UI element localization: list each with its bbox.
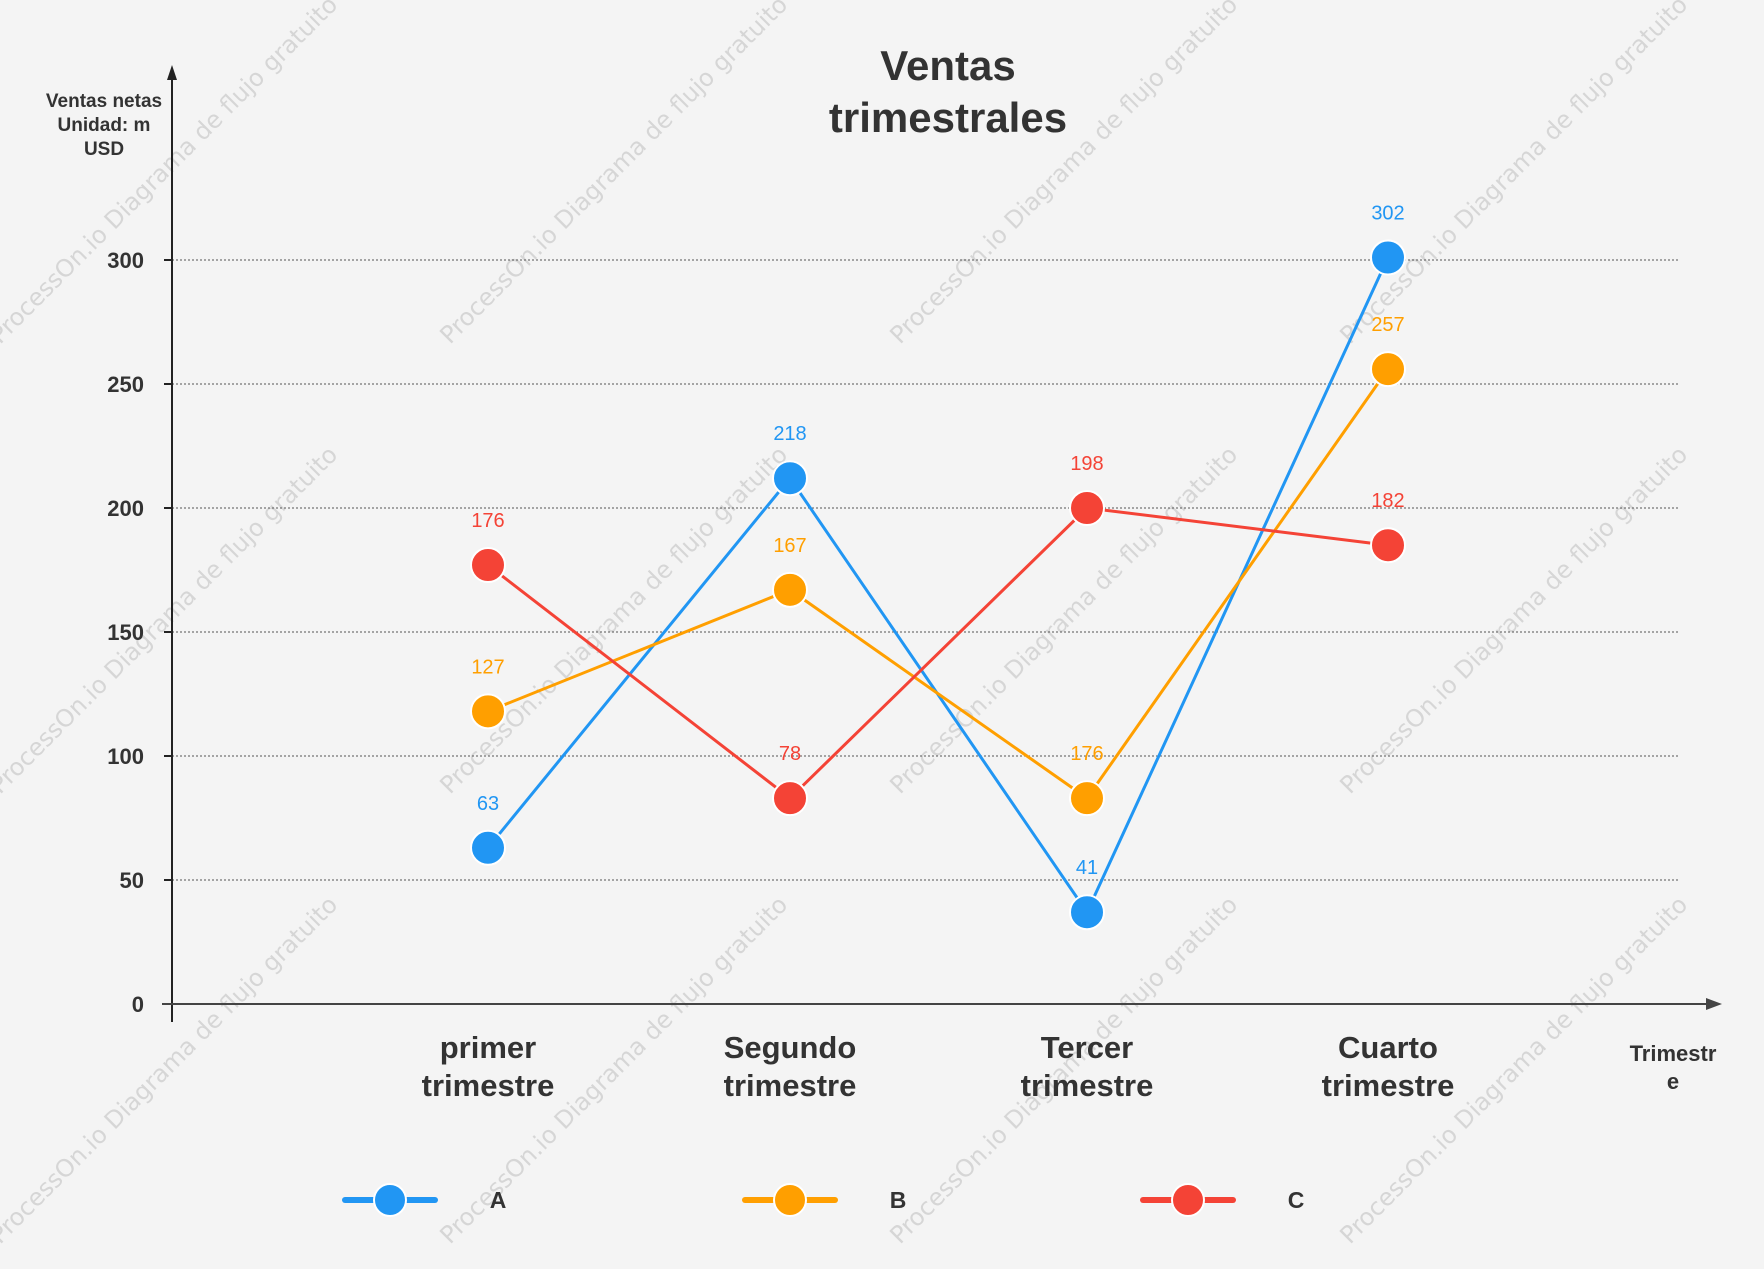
x-category-label: trimestre — [422, 1068, 555, 1103]
data-label: 302 — [1371, 203, 1404, 225]
data-point — [772, 571, 808, 608]
legend-label: A — [490, 1187, 507, 1213]
x-category-label: Tercer — [1041, 1030, 1134, 1065]
series-B — [487, 368, 1390, 801]
legend-marker-icon — [1171, 1183, 1205, 1217]
data-label: 127 — [471, 656, 504, 678]
chart-title-line-1: Ventas — [880, 42, 1015, 89]
series-line — [487, 506, 1389, 801]
data-label: 41 — [1076, 857, 1098, 879]
data-label: 176 — [1070, 743, 1103, 765]
x-category-label: primer — [440, 1030, 536, 1065]
data-label: 218 — [773, 423, 806, 445]
watermark-text: ProcessOn.io Diagrama de flujo gratuito — [434, 441, 793, 800]
data-point — [1069, 894, 1105, 931]
gridlines — [172, 259, 1680, 881]
series-A-markers: 63 218 41 302 — [470, 203, 1406, 931]
data-point — [470, 693, 506, 730]
data-label: 167 — [773, 535, 806, 557]
data-point — [1370, 527, 1406, 564]
watermark-text: ProcessOn.io Diagrama de flujo gratuito — [884, 441, 1243, 800]
y-axis-label-line-3: USD — [84, 139, 124, 160]
data-point — [772, 780, 808, 817]
data-label: 257 — [1371, 314, 1404, 336]
legend-item-A: A — [342, 1183, 507, 1217]
y-tick-label: 50 — [120, 868, 144, 893]
chart-title-line-2: trimestrales — [829, 94, 1067, 141]
y-tick-label: 200 — [107, 496, 144, 521]
y-tick-label: 0 — [132, 992, 144, 1017]
series-line — [486, 256, 1390, 916]
x-category-label: Segundo — [724, 1030, 857, 1065]
x-category-label: trimestre — [1021, 1068, 1154, 1103]
y-tick-label: 100 — [107, 744, 144, 769]
x-category-label: trimestre — [724, 1068, 857, 1103]
y-tick-label: 250 — [107, 372, 144, 397]
data-point — [1370, 351, 1406, 388]
legend-marker-icon — [373, 1183, 407, 1217]
data-label: 182 — [1371, 490, 1404, 512]
data-point — [1069, 490, 1105, 526]
x-axis-arrow-icon — [1706, 998, 1722, 1010]
watermark-text: ProcessOn.io Diagrama de flujo gratuito — [434, 0, 793, 349]
legend: A B C — [342, 1183, 1305, 1217]
x-axis-label-line-2: e — [1667, 1069, 1679, 1094]
data-point — [1069, 780, 1105, 817]
legend-item-B: B — [742, 1183, 907, 1217]
x-category-label: Cuarto — [1338, 1030, 1438, 1065]
data-point — [772, 460, 808, 497]
y-axis-label-line-1: Ventas netas — [46, 91, 162, 112]
series-C-markers: 176 78 198 182 — [470, 453, 1406, 817]
series-layer: 63 218 41 302 127 167 176 257 176 78 198 182 — [470, 203, 1406, 931]
series-B-markers: 127 167 176 257 — [470, 314, 1406, 817]
series-A — [486, 256, 1390, 916]
y-tick-labels: 0 50 100 150 200 250 300 — [107, 248, 172, 1017]
x-category-label: trimestre — [1322, 1068, 1455, 1103]
series-line — [487, 368, 1390, 801]
data-point — [470, 829, 506, 866]
series-C — [487, 506, 1389, 801]
x-category-labels: primertrimestreSegundotrimestreTercertri… — [422, 1030, 1455, 1103]
data-point — [470, 547, 506, 584]
watermark-text: ProcessOn.io Diagrama de flujo gratuito — [1334, 0, 1693, 349]
y-tick-label: 150 — [107, 620, 144, 645]
legend-marker-icon — [773, 1183, 807, 1217]
legend-label: B — [890, 1187, 907, 1213]
y-axis-arrow-icon — [167, 65, 177, 80]
data-label: 198 — [1070, 453, 1103, 475]
data-label: 78 — [779, 743, 801, 765]
data-label: 63 — [477, 793, 499, 815]
y-axis-label-line-2: Unidad: m — [58, 115, 151, 136]
x-axis-label-line-1: Trimestr — [1630, 1041, 1717, 1066]
legend-label: C — [1288, 1187, 1305, 1213]
data-point — [1370, 239, 1406, 276]
y-tick-label: 300 — [107, 248, 144, 273]
legend-item-C: C — [1140, 1183, 1305, 1217]
data-label: 176 — [471, 510, 504, 532]
